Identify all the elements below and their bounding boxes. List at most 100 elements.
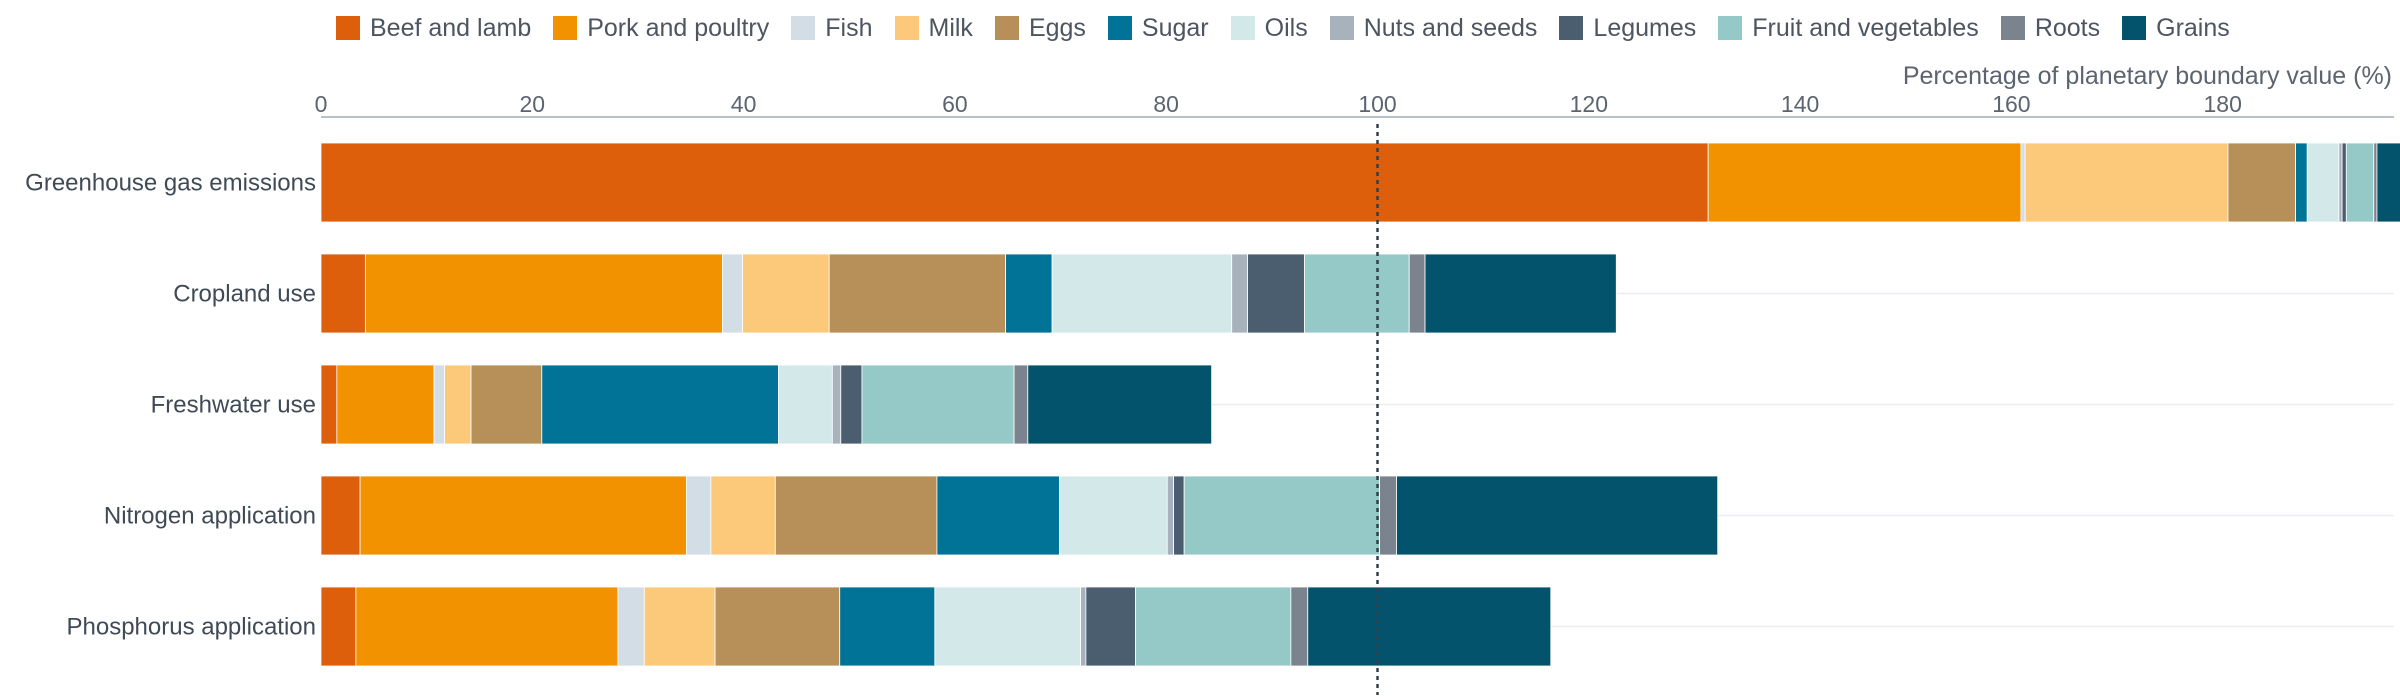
legend-swatch xyxy=(2122,16,2147,40)
x-tick-label: 80 xyxy=(1153,91,1179,117)
bar-segment-cropland-use-sugar xyxy=(1005,253,1053,334)
legend-label: Oils xyxy=(1264,13,1308,42)
bars-layer xyxy=(320,142,2400,667)
legend-swatch xyxy=(1329,16,1354,40)
bar-segment-freshwater-use-sugar xyxy=(541,364,779,445)
bar-segment-phosphorus-application-milk xyxy=(643,586,716,667)
legend-label: Fish xyxy=(825,13,873,42)
bar-segment-phosphorus-application-eggs xyxy=(714,586,841,667)
legend-label: Nuts and seeds xyxy=(1363,13,1538,42)
x-tick-label: 180 xyxy=(2204,91,2242,117)
bar-segment-phosphorus-application-beef-and-lamb xyxy=(320,586,357,667)
bar-segment-nitrogen-application-roots xyxy=(1379,475,1397,556)
bar-segment-nitrogen-application-oils xyxy=(1059,475,1168,556)
bar-segment-freshwater-use-legumes xyxy=(840,364,863,445)
legend-swatch xyxy=(1107,16,1132,40)
bar-segment-greenhouse-gas-emissions-eggs xyxy=(2227,142,2296,223)
bar-segment-cropland-use-milk xyxy=(742,253,830,334)
category-label-nitrogen-application: Nitrogen application xyxy=(104,503,316,530)
bar-segment-greenhouse-gas-emissions-grains xyxy=(2376,142,2400,223)
category-label-freshwater-use: Freshwater use xyxy=(151,392,316,419)
bar-segment-freshwater-use-beef-and-lamb xyxy=(320,364,338,445)
legend-item-fruit-and-vegetables: Fruit and vegetables xyxy=(1718,14,1979,43)
bar-segment-freshwater-use-roots xyxy=(1013,364,1029,445)
x-tick-label: 40 xyxy=(731,91,757,117)
bar-segment-greenhouse-gas-emissions-fish xyxy=(2020,142,2026,223)
legend-swatch xyxy=(336,16,360,40)
legend-label: Pork and poultry xyxy=(587,13,770,42)
bar-segment-nitrogen-application-nuts-and-seeds xyxy=(1166,475,1174,556)
bar-segment-nitrogen-application-milk xyxy=(710,475,776,556)
legend-item-pork-and-poultry: Pork and poultry xyxy=(553,14,769,43)
legend-item-roots: Roots xyxy=(2000,13,2101,43)
bar-segment-greenhouse-gas-emissions-oils xyxy=(2306,142,2340,223)
x-tick-label: 160 xyxy=(1992,91,2030,117)
x-tick-label: 0 xyxy=(315,91,328,117)
bar-segment-greenhouse-gas-emissions-nuts-and-seeds xyxy=(2338,142,2343,223)
bar-segment-phosphorus-application-nuts-and-seeds xyxy=(1080,586,1087,667)
bar-segment-freshwater-use-fish xyxy=(433,364,446,445)
legend-item-grains: Grains xyxy=(2122,14,2230,43)
legend-label: Grains xyxy=(2156,13,2230,42)
legend-item-sugar: Sugar xyxy=(1107,14,1209,43)
bar-segment-cropland-use-eggs xyxy=(828,253,1007,334)
category-label-cropland-use: Cropland use xyxy=(173,281,316,308)
bar-segment-nitrogen-application-grains xyxy=(1396,475,1719,556)
legend-swatch xyxy=(1230,16,1255,40)
legend-item-legumes: Legumes xyxy=(1559,14,1696,43)
legend-swatch xyxy=(1718,16,1743,40)
bar-segment-greenhouse-gas-emissions-beef-and-lamb xyxy=(320,142,1709,223)
legend-item-nuts-and-seeds: Nuts and seeds xyxy=(1329,13,1538,43)
chart-legend: Beef and lamb Pork and poultry Fish Milk Egg… xyxy=(336,10,2230,46)
bar-segment-cropland-use-grains xyxy=(1424,253,1617,334)
x-tick-label: 100 xyxy=(1358,91,1396,117)
bar-segment-phosphorus-application-fruit-and-vegetables xyxy=(1135,586,1292,667)
x-tick-label: 20 xyxy=(520,91,546,117)
bar-segment-freshwater-use-grains xyxy=(1027,364,1213,445)
bar-segment-phosphorus-application-oils xyxy=(934,586,1082,667)
bar-segment-greenhouse-gas-emissions-roots xyxy=(2373,142,2378,223)
bar-segment-greenhouse-gas-emissions-sugar xyxy=(2295,142,2308,223)
bar-segment-phosphorus-application-legumes xyxy=(1085,586,1136,667)
bar-segment-phosphorus-application-roots xyxy=(1290,586,1309,667)
legend-swatch xyxy=(1559,16,1584,40)
bar-segment-nitrogen-application-beef-and-lamb xyxy=(320,475,361,556)
bar-segment-nitrogen-application-fish xyxy=(686,475,712,556)
bar-segment-nitrogen-application-legumes xyxy=(1173,475,1185,556)
legend-item-milk: Milk xyxy=(894,13,973,43)
bar-segment-phosphorus-application-grains xyxy=(1307,586,1552,667)
bar-segment-cropland-use-oils xyxy=(1051,253,1233,334)
legend-swatch xyxy=(894,16,919,40)
legend-swatch xyxy=(791,16,816,40)
legend-label: Roots xyxy=(2034,13,2101,42)
bar-segment-nitrogen-application-pork-and-poultry xyxy=(359,475,687,556)
bar-segment-cropland-use-legumes xyxy=(1247,253,1306,334)
bar-segment-nitrogen-application-fruit-and-vegetables xyxy=(1183,475,1381,556)
bar-segment-freshwater-use-nuts-and-seeds xyxy=(831,364,842,445)
bar-segment-cropland-use-pork-and-poultry xyxy=(364,253,723,334)
bar-segment-cropland-use-beef-and-lamb xyxy=(320,253,366,334)
bar-segment-freshwater-use-fruit-and-vegetables xyxy=(861,364,1015,445)
x-axis-ticks: 0 20 40 60 80 100 120 140 160 180 xyxy=(315,91,2242,117)
bar-segment-cropland-use-fruit-and-vegetables xyxy=(1304,253,1410,334)
legend-item-beef-and-lamb: Beef and lamb xyxy=(336,14,531,43)
legend-label: Eggs xyxy=(1028,13,1086,42)
x-tick-label: 140 xyxy=(1781,91,1819,117)
bar-segment-phosphorus-application-sugar xyxy=(839,586,936,667)
legend-swatch xyxy=(2000,16,2025,40)
legend-label: Milk xyxy=(928,13,973,42)
bar-segment-nitrogen-application-sugar xyxy=(936,475,1060,556)
bar-segment-greenhouse-gas-emissions-fruit-and-vegetables xyxy=(2345,142,2375,223)
legend-item-eggs: Eggs xyxy=(994,13,1086,43)
bar-segment-cropland-use-roots xyxy=(1408,253,1426,334)
bar-segment-freshwater-use-milk xyxy=(444,364,472,445)
bar-segment-nitrogen-application-eggs xyxy=(774,475,938,556)
bar-segment-greenhouse-gas-emissions-legumes xyxy=(2341,142,2347,223)
legend-swatch xyxy=(994,16,1019,40)
legend-item-fish: Fish xyxy=(791,13,873,43)
bar-segment-freshwater-use-pork-and-poultry xyxy=(336,364,435,445)
legend-label: Beef and lamb xyxy=(370,13,532,42)
bar-segment-cropland-use-fish xyxy=(722,253,743,334)
legend-item-oils: Oils xyxy=(1230,13,1308,43)
